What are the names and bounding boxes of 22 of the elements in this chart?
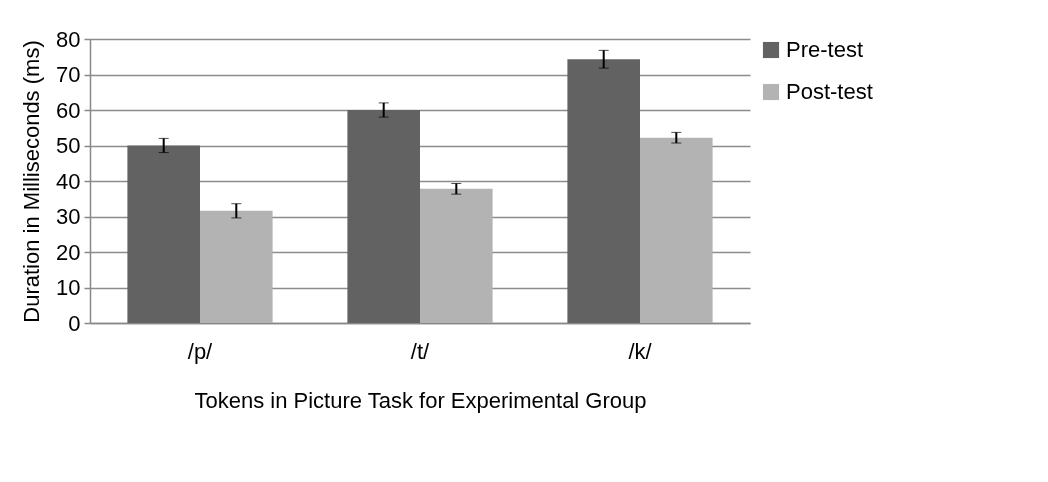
legend-label: Pre-test — [786, 37, 864, 62]
bar — [347, 110, 420, 323]
y-tick-label: 70 — [56, 62, 81, 87]
y-tick-label: 10 — [56, 275, 81, 300]
x-tick-label: /k/ — [628, 338, 653, 364]
y-tick-label: 50 — [56, 133, 81, 158]
y-axis-title: Duration in Milliseconds (ms) — [19, 40, 45, 323]
bar — [200, 210, 273, 323]
x-tick-label: /t/ — [410, 338, 431, 364]
y-tick-label: 80 — [56, 26, 81, 52]
y-tick-label: 30 — [56, 204, 81, 229]
bar — [567, 59, 640, 323]
bar — [640, 137, 713, 323]
legend-label: Post-test — [786, 79, 873, 104]
y-tick-label: 0 — [68, 310, 81, 336]
y-tick-label: 60 — [56, 97, 81, 123]
x-tick-label: /p/ — [187, 338, 214, 364]
bar — [420, 188, 493, 323]
y-tick-label: 20 — [56, 239, 81, 265]
x-axis-title: Tokens in Picture Task for Experimental Group — [194, 387, 647, 413]
bar — [127, 145, 200, 323]
y-tick-label: 40 — [56, 168, 81, 194]
